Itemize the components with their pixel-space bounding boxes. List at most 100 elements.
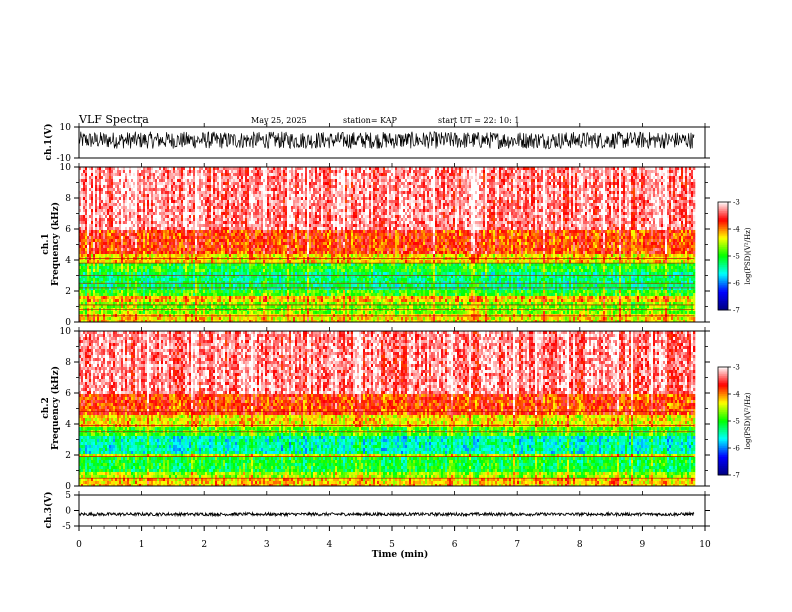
spectrogram-cell bbox=[93, 191, 95, 194]
spectrogram-cell bbox=[89, 287, 91, 290]
spectrogram-cell bbox=[93, 245, 95, 248]
spectrogram-cell bbox=[131, 239, 133, 242]
spectrogram-cell bbox=[117, 245, 119, 248]
spectrogram-cell bbox=[129, 209, 131, 212]
spectrogram-cell bbox=[119, 227, 121, 230]
spectrogram-cell bbox=[81, 239, 83, 242]
spectrogram-cell bbox=[113, 281, 115, 284]
spectrogram-cell bbox=[127, 251, 129, 254]
spectrogram-cell bbox=[135, 209, 137, 212]
spectrogram-cell bbox=[103, 224, 105, 227]
spectrogram-cell bbox=[103, 197, 105, 200]
spectrogram-cell bbox=[85, 236, 87, 239]
spectrogram-cell bbox=[119, 188, 121, 191]
spectrogram-cell bbox=[91, 203, 93, 206]
spectrogram-cell bbox=[83, 179, 85, 182]
spectrogram-cell bbox=[117, 266, 119, 269]
spectrogram-cell bbox=[111, 215, 113, 218]
spectrogram-cell bbox=[85, 230, 87, 233]
spectrogram-cell bbox=[111, 188, 113, 191]
spectrogram-cell bbox=[131, 179, 133, 182]
spectrogram-cell bbox=[89, 299, 91, 302]
spectrogram-cell bbox=[97, 173, 99, 176]
spectrogram-cell bbox=[95, 233, 97, 236]
spectrogram-cell bbox=[111, 281, 113, 284]
spectrogram-cell bbox=[93, 296, 95, 299]
spectrogram-cell bbox=[125, 251, 127, 254]
spectrogram-cell bbox=[119, 296, 121, 299]
spectrogram-cell bbox=[133, 248, 135, 251]
spectrogram-cell bbox=[117, 290, 119, 293]
spectrogram-cell bbox=[131, 251, 133, 254]
spectrogram-cell bbox=[97, 299, 99, 302]
spectrogram-cell bbox=[129, 224, 131, 227]
spectrogram-cell bbox=[107, 212, 109, 215]
spectrogram-cell bbox=[119, 254, 121, 257]
spectrogram-cell bbox=[123, 176, 125, 179]
spectrogram-cell bbox=[137, 182, 139, 185]
spectrogram-cell bbox=[111, 239, 113, 242]
spectrogram-cell bbox=[85, 182, 87, 185]
ch1-spectrogram-image bbox=[79, 167, 695, 322]
spectrogram-cell bbox=[119, 209, 121, 212]
spectrogram-cell bbox=[103, 212, 105, 215]
spectrogram-cell bbox=[95, 245, 97, 248]
spectrogram-cell bbox=[111, 290, 113, 293]
spectrogram-cell bbox=[119, 242, 121, 245]
spectrogram-cell bbox=[135, 281, 137, 284]
spectrogram-cell bbox=[137, 188, 139, 191]
spectrogram-cell bbox=[127, 221, 129, 224]
spectrogram-cell bbox=[83, 173, 85, 176]
spectrogram-cell bbox=[107, 245, 109, 248]
spectrogram-cell bbox=[87, 242, 89, 245]
spectrogram-cell bbox=[93, 239, 95, 242]
spectrogram-cell bbox=[107, 182, 109, 185]
spectrogram-cell bbox=[127, 305, 129, 308]
spectrogram-cell bbox=[81, 299, 83, 302]
spectrogram-cell bbox=[95, 251, 97, 254]
spectrogram-cell bbox=[105, 272, 107, 275]
spectrogram-cell bbox=[113, 179, 115, 182]
spectrogram-cell bbox=[97, 281, 99, 284]
spectrogram-cell bbox=[95, 287, 97, 290]
spectrogram-cell bbox=[133, 266, 135, 269]
spectrogram-cell bbox=[83, 305, 85, 308]
spectrogram-cell bbox=[91, 233, 93, 236]
spectrogram-cell bbox=[109, 203, 111, 206]
spectrogram-cell bbox=[131, 278, 133, 281]
spectrogram-cell bbox=[103, 170, 105, 173]
spectrogram-cell bbox=[95, 290, 97, 293]
spectrogram-cell bbox=[101, 203, 103, 206]
spectrogram-cell bbox=[87, 206, 89, 209]
spectrogram-cell bbox=[111, 233, 113, 236]
spectrogram-cell bbox=[95, 296, 97, 299]
spectrogram-cell bbox=[125, 317, 127, 320]
spectrogram-cell bbox=[115, 311, 117, 314]
spectrogram-cell bbox=[85, 242, 87, 245]
spectrogram-cell bbox=[107, 287, 109, 290]
spectrogram-cell bbox=[113, 215, 115, 218]
spectrogram-cell bbox=[137, 218, 139, 221]
spectrogram-cell bbox=[89, 305, 91, 308]
spectrogram-cell bbox=[101, 293, 103, 296]
spectrogram-cell bbox=[115, 284, 117, 287]
spectrogram-cell bbox=[103, 176, 105, 179]
spectrogram-cell bbox=[105, 230, 107, 233]
spectrogram-cell bbox=[89, 296, 91, 299]
spectrogram-cell bbox=[117, 182, 119, 185]
spectrogram-cell bbox=[83, 188, 85, 191]
spectrogram-cell bbox=[83, 200, 85, 203]
spectrogram-cell bbox=[107, 239, 109, 242]
spectrogram-cell bbox=[113, 287, 115, 290]
spectrogram-cell bbox=[121, 182, 123, 185]
spectrogram-cell bbox=[95, 227, 97, 230]
spectrogram-cell bbox=[81, 194, 83, 197]
spectrogram-cell bbox=[107, 170, 109, 173]
spectrogram-cell bbox=[93, 242, 95, 245]
spectrogram-cell bbox=[115, 287, 117, 290]
spectrogram-cell bbox=[135, 287, 137, 290]
spectrogram-cell bbox=[99, 173, 101, 176]
spectrogram-cell bbox=[127, 242, 129, 245]
spectrogram-cell bbox=[111, 209, 113, 212]
spectrogram-cell bbox=[129, 317, 131, 320]
